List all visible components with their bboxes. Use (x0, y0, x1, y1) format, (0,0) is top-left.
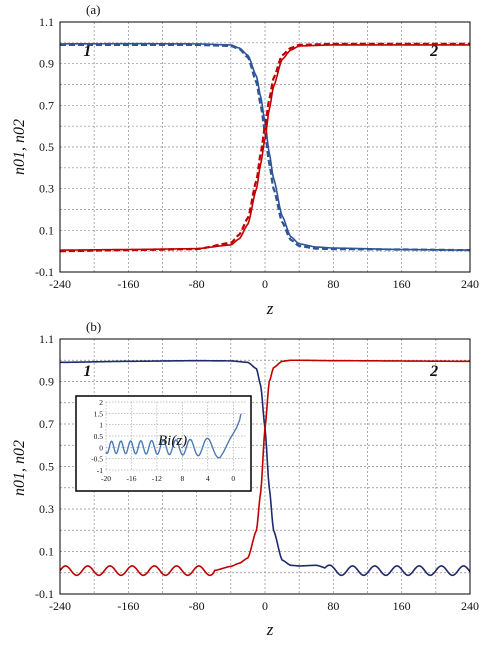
inset-y-tick-label: -0.5 (91, 455, 103, 464)
inset-x-tick-label: 0 (231, 474, 235, 483)
y-tick-label: 0.5 (39, 460, 54, 474)
x-tick-label: -80 (189, 599, 205, 613)
inset-x-tick-label: -12 (152, 474, 162, 483)
panel-a-y-axis-label: n01, n02 (11, 119, 28, 175)
inset-x-tick-label: 4 (206, 474, 210, 483)
x-tick-label: -160 (117, 599, 139, 613)
y-tick-label: 0.3 (39, 502, 54, 516)
x-tick-label: 160 (393, 599, 411, 613)
x-tick-label: -240 (49, 599, 71, 613)
panel-b-label: (b) (86, 319, 101, 334)
y-tick-label: 1.1 (39, 332, 54, 346)
panel-b-x-tick-labels: -240 -160 -80 0 80 160 240 (49, 599, 479, 613)
y-tick-label: 0.1 (39, 223, 54, 237)
inset-x-tick-label: -20 (101, 474, 111, 483)
y-tick-label: -0.1 (35, 265, 54, 279)
inset-x-tick-label: 8 (180, 474, 184, 483)
panel-b: (b) -0.10.10.30.50.70.91.1 -240 -160 -80 0 8… (11, 319, 479, 639)
x-tick-label: -240 (49, 277, 71, 291)
x-tick-label: -80 (189, 277, 205, 291)
panel-b-x-axis-label: z (266, 620, 274, 639)
series-line-2-dashed (59, 42, 470, 253)
series-line-1-dashed (60, 43, 471, 252)
y-tick-label: 0.9 (39, 375, 54, 389)
curve-label: 2 (429, 43, 438, 60)
inset-y-tick-label: 2 (99, 398, 103, 407)
x-tick-label: 0 (262, 277, 268, 291)
inset-frame (75, 395, 252, 492)
panel-a-x-axis-label: z (266, 299, 274, 318)
panel-a-series (59, 42, 471, 253)
y-tick-label: 0.1 (39, 545, 54, 559)
inset-x-tick-label: -16 (126, 474, 136, 483)
inset-y-tick-label: 1.5 (94, 409, 104, 418)
inset-y-tick-label: 1 (99, 421, 103, 430)
x-tick-label: -160 (117, 277, 139, 291)
x-tick-label: 240 (461, 277, 479, 291)
panel-b-frame (59, 338, 471, 595)
inset-airy-curve (105, 413, 242, 459)
panel-a-frame (59, 21, 471, 273)
inset-title: Bi(z) (158, 433, 187, 449)
y-tick-label: 0.7 (39, 98, 54, 112)
panel-a-grid (60, 22, 470, 272)
curve-label: 2 (429, 363, 438, 380)
inset-y-tick-label: -1 (97, 466, 103, 475)
x-tick-label: 80 (327, 599, 339, 613)
y-tick-label: -0.1 (35, 587, 54, 601)
panel-a-y-tick-labels: -0.1 0.1 0.3 0.5 0.7 0.9 1.1 (35, 15, 54, 279)
series-line-2 (59, 359, 470, 577)
panel-a: (a) -0.1 0.1 0.3 0.5 0.7 0.9 1.1 -240 -160 -80 0 8… (11, 2, 479, 318)
curve-label: 1 (83, 43, 91, 60)
panel-a-label: (a) (86, 2, 100, 17)
x-tick-label: 160 (393, 277, 411, 291)
inset-airy: -1 -0.5 0 0.5 1 1.5 2 -20 -16 -12 8 4 0 Bi(z) (75, 395, 252, 492)
panel-b-y-tick-labels: -0.1 0.1 0.3 0.5 0.7 0.9 1.1 (35, 332, 54, 601)
y-tick-label: 0.9 (39, 57, 54, 71)
curve-label: 1 (83, 363, 91, 380)
x-tick-label: 80 (327, 277, 339, 291)
inset-y-tick-label: 0 (99, 443, 103, 452)
inset-plot: -1 -0.5 0 0.5 1 1.5 2 -20 -16 -12 8 4 0 (91, 398, 246, 483)
x-tick-label: 0 (262, 599, 268, 613)
y-tick-label: 0.3 (39, 182, 54, 196)
y-tick-label: 0.5 (39, 140, 54, 154)
x-tick-label: 240 (461, 599, 479, 613)
panel-a-x-tick-labels: -240 -160 -80 0 80 160 240 (49, 277, 479, 291)
y-tick-label: 0.7 (39, 417, 54, 431)
y-tick-label: 1.1 (39, 15, 54, 29)
panel-b-series (59, 359, 471, 577)
panel-b-y-axis-label: n01, n02 (11, 440, 28, 496)
inset-y-tick-label: 0.5 (94, 432, 104, 441)
